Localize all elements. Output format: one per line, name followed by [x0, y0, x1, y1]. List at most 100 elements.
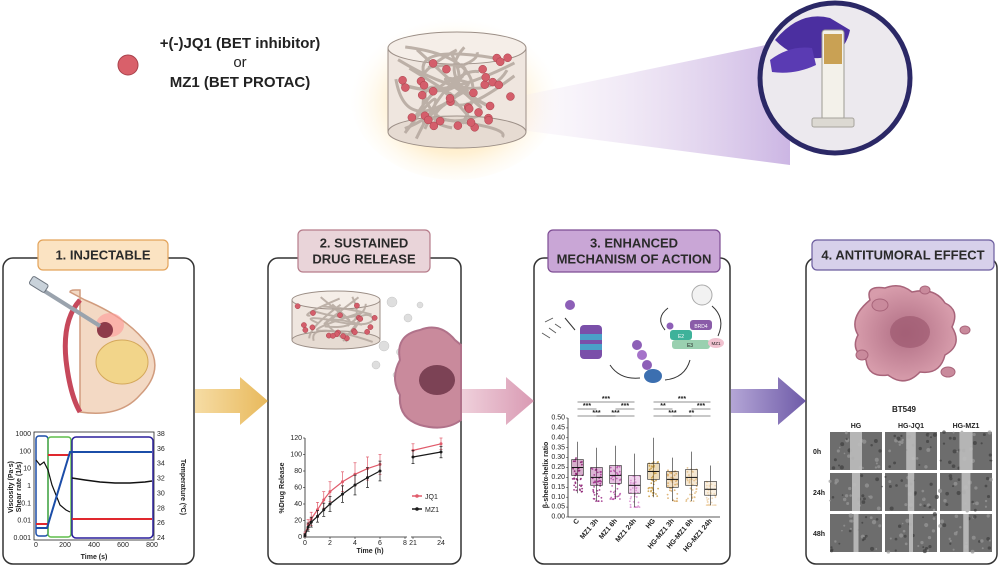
panel-title-3-line-1: 3. ENHANCED: [590, 236, 678, 251]
wound-gap: [906, 432, 916, 470]
drug-particle: [485, 101, 495, 111]
release-xtick: 2: [328, 540, 332, 547]
wound-column-label: HG-MZ1: [953, 423, 980, 430]
wound-column-label: HG: [851, 423, 862, 430]
drug-particle: [337, 312, 343, 319]
drug-particle: [351, 329, 358, 336]
drug-particle: [407, 113, 417, 122]
rheology-ytick-right: 34: [157, 461, 165, 468]
release-legend: JQ1 MZ1: [412, 494, 439, 514]
drug-particle: [464, 104, 474, 113]
drug-particle: [309, 324, 316, 331]
drug-particle: [364, 329, 370, 335]
significance-label: ***: [668, 410, 676, 417]
drug-particle: [478, 64, 487, 74]
released-particle: [416, 301, 424, 309]
release-point-MZ1: [306, 525, 310, 529]
drug-particle: [466, 118, 476, 127]
peptide-fragments: [541, 317, 562, 339]
release-xtick: 24: [437, 540, 445, 547]
drug-particle: [371, 315, 378, 321]
drug-particle: [428, 59, 438, 68]
significance-label: ***: [602, 396, 610, 403]
wound-gap: [850, 432, 862, 470]
drug-particle: [480, 80, 489, 89]
drug-particle: [474, 108, 483, 117]
drug-particle: [429, 121, 439, 131]
significance-label: ***: [583, 403, 591, 410]
drug-particle: [310, 310, 316, 316]
box-3: [609, 465, 622, 484]
release-xtick: 8: [403, 540, 407, 547]
cell-line-label: BT549: [892, 405, 917, 414]
release-point-MZ1: [322, 508, 326, 512]
release-ytick: 20: [294, 518, 302, 525]
rheology-ylabel-right: Temperature (ºC): [179, 459, 186, 515]
release-line-JQ1: [304, 463, 381, 535]
drug-particle: [367, 324, 374, 330]
wound-gap: [909, 514, 913, 552]
significance-label: ***: [678, 396, 686, 403]
panel-title-4-line-1: 4. ANTITUMORAL EFFECT: [821, 248, 984, 263]
drug-particle: [435, 116, 445, 126]
legend-jq1: JQ1: [425, 494, 438, 501]
wound-gap: [961, 473, 971, 511]
drug-particle: [302, 327, 309, 333]
rheology-xtick: 0: [34, 542, 38, 549]
release-ytick: 120: [290, 435, 302, 442]
drug-particle: [445, 94, 455, 103]
ternary-complex: BRD4 E2 E3 MZ1: [660, 284, 724, 349]
significance-label: **: [689, 410, 695, 417]
release-point-MZ1: [439, 450, 443, 454]
rheology-xtick: 600: [117, 542, 129, 549]
box-ytick: 0.00: [551, 514, 565, 521]
release-point-JQ1: [322, 498, 326, 502]
arrow-3-4: [731, 377, 806, 425]
tumor-icon: [97, 322, 113, 338]
drug-particle: [340, 333, 346, 339]
hydrogel-illustration: [350, 0, 913, 180]
release-ytick: 80: [294, 468, 302, 475]
released-particle: [386, 296, 398, 308]
release-xlabel: Time (h): [356, 548, 383, 555]
release-ytick: 100: [290, 452, 302, 459]
rheology-ylabel-left-2: Shear rate (1/s): [16, 462, 23, 513]
drug-particle: [357, 316, 364, 322]
drug-particle: [495, 57, 505, 67]
panel-title-2-line-1: 2. SUSTAINED: [320, 236, 409, 251]
release-line-MZ1: [412, 451, 442, 458]
release-line-JQ1: [412, 443, 442, 451]
drug-legend: +(-)JQ1 (BET inhibitor) or MZ1 (BET PROT…: [117, 35, 320, 91]
rheology-ytick-right: 36: [157, 446, 165, 453]
drug-particle: [401, 83, 410, 92]
release-point-MZ1: [366, 476, 369, 480]
release-point-MZ1: [341, 492, 344, 496]
box-ytick: 0.30: [551, 454, 565, 461]
proteasome-product-icon: [565, 300, 575, 310]
drug-particle: [442, 64, 451, 74]
rheology-xlabel: Time (s): [81, 554, 108, 561]
mechanism-illustration: BRD4 E2 E3 MZ1: [541, 284, 724, 383]
drug-particle: [494, 80, 504, 90]
box-ytick: 0.25: [551, 464, 565, 471]
proteasome-icon: [580, 325, 602, 359]
drug-particle: [424, 115, 433, 125]
rheology-ytick-left: 10: [23, 466, 31, 473]
rheology-ytick-left: 1: [27, 483, 31, 490]
box-ylabel: β-sheet/α-helix ratio: [543, 442, 550, 509]
box-ytick: 0.20: [551, 474, 565, 481]
panel-header-1: [37, 239, 169, 271]
legend-or-text: or: [233, 54, 246, 71]
drug-particle: [428, 87, 438, 96]
released-particle: [403, 313, 413, 323]
rheology-ylabel-left-1: Viscosity (Pa·s): [8, 461, 15, 513]
rheology-xtick: 800: [146, 542, 158, 549]
wound-gap: [907, 473, 915, 511]
significance-label: ***: [611, 410, 619, 417]
box-ytick: 0.35: [551, 444, 565, 451]
rheology-ytick-right: 38: [157, 431, 165, 438]
release-ytick: 0: [298, 534, 302, 541]
wound-gap: [853, 514, 859, 552]
